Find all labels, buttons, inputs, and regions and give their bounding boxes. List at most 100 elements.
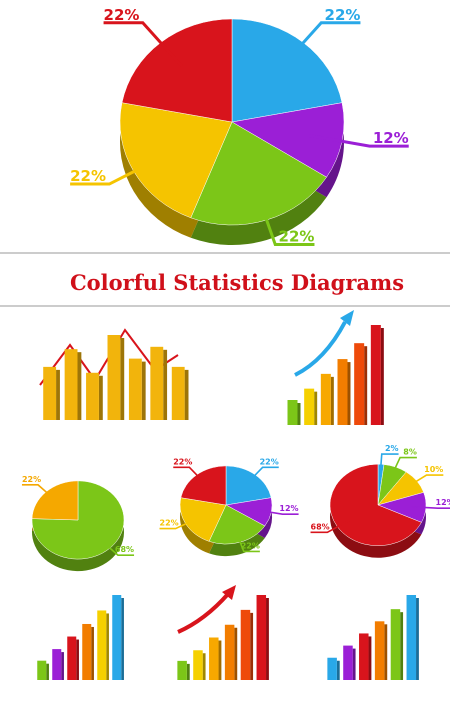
bar <box>112 595 122 680</box>
value-label: 22% <box>241 541 260 550</box>
bar-side <box>46 663 49 680</box>
bar-side <box>121 598 124 680</box>
value-label: 22% <box>173 457 192 466</box>
bar <box>177 660 187 680</box>
bar-side <box>56 369 60 420</box>
bar-side <box>314 391 318 425</box>
bar-side <box>266 598 269 680</box>
bar-side <box>77 352 82 420</box>
bar-side <box>347 362 351 425</box>
bar-side <box>186 663 190 680</box>
bar <box>171 366 185 420</box>
label-leader <box>280 21 361 68</box>
value-label: 2% <box>385 444 399 453</box>
bar <box>240 609 251 680</box>
label-leader <box>389 456 417 479</box>
bar-side <box>297 403 301 425</box>
label-leader <box>173 466 207 485</box>
label-leader <box>379 453 399 477</box>
bar-side <box>368 636 372 680</box>
bar <box>86 372 99 420</box>
bar-side <box>98 375 103 420</box>
value-label: 12% <box>436 498 450 507</box>
bar <box>193 650 203 680</box>
label-leader <box>308 134 409 148</box>
bar-side <box>91 626 94 680</box>
bar-side <box>400 612 404 680</box>
label-leader <box>254 190 315 246</box>
bar-side <box>380 328 384 425</box>
page-title: Colorful Statistics Diagrams <box>70 270 404 295</box>
bar <box>256 595 267 680</box>
bar <box>37 660 47 680</box>
label-leader <box>21 484 57 501</box>
bar-side <box>163 349 168 420</box>
value-label: 12% <box>373 129 409 147</box>
bar-side <box>76 639 79 680</box>
bar-side <box>202 653 206 680</box>
value-label: 22% <box>22 475 41 484</box>
value-label: 22% <box>279 227 315 245</box>
value-label: 10% <box>424 465 443 474</box>
bar <box>52 649 62 680</box>
bar <box>343 645 353 680</box>
bar-side <box>250 612 254 680</box>
bar <box>82 623 92 680</box>
bar <box>97 610 107 680</box>
bar-side <box>364 346 368 425</box>
bar-side <box>106 613 109 680</box>
bar-side <box>141 361 146 420</box>
bar-side <box>61 652 64 680</box>
bar <box>128 358 142 420</box>
label-leader <box>70 155 164 186</box>
bar <box>107 335 121 420</box>
label-leader <box>245 466 279 485</box>
value-label: 8% <box>403 448 417 457</box>
bar <box>304 388 315 425</box>
decor-arrow <box>294 321 347 377</box>
bar <box>150 346 164 420</box>
bar <box>359 633 369 680</box>
label-leader <box>235 530 260 553</box>
value-label: 22% <box>260 457 279 466</box>
bar-side <box>384 624 388 680</box>
bar-side <box>416 598 419 680</box>
bar <box>406 595 417 680</box>
value-label: 22% <box>70 167 106 185</box>
bar-side <box>218 640 222 680</box>
bar <box>370 325 381 425</box>
label-leader <box>411 505 450 510</box>
bar <box>64 349 78 420</box>
label-leader <box>99 539 135 556</box>
label-leader <box>404 474 444 489</box>
decor-arrow <box>177 592 230 634</box>
label-leader <box>159 517 199 530</box>
value-label: 22% <box>160 519 179 528</box>
value-label: 22% <box>325 6 361 24</box>
label-leader <box>103 21 184 68</box>
decor-arrow-head <box>222 585 236 600</box>
bar-side <box>336 660 340 680</box>
decor-arrow-head <box>340 310 354 326</box>
bar <box>287 400 298 425</box>
bar <box>337 359 348 425</box>
bar <box>327 657 337 680</box>
bar <box>390 609 401 680</box>
bar <box>209 637 219 680</box>
value-label: 22% <box>104 6 140 24</box>
value-label: 12% <box>279 504 298 513</box>
bar <box>354 343 365 425</box>
bar-side <box>352 648 356 680</box>
bar <box>224 624 235 680</box>
bar <box>43 366 57 420</box>
value-label: 68% <box>115 545 134 554</box>
bar <box>320 373 331 425</box>
label-leader <box>310 519 351 534</box>
bar-side <box>184 369 189 420</box>
bar-side <box>120 338 125 420</box>
bar <box>374 621 385 680</box>
label-leader <box>257 509 299 515</box>
bar <box>67 636 77 680</box>
bar-side <box>234 627 238 680</box>
